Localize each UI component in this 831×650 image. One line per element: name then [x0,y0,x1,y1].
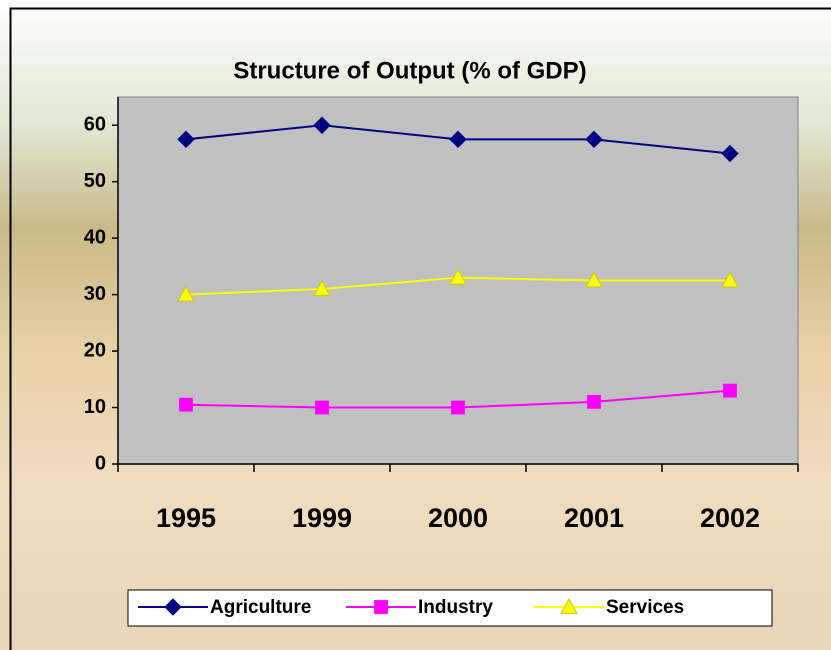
marker-square [724,384,737,397]
y-tick-label: 30 [84,283,106,305]
marker-square [316,401,329,414]
marker-square [452,401,465,414]
y-tick-label: 40 [84,226,106,248]
x-tick-label: 2002 [700,503,760,533]
x-tick-label: 2000 [428,503,488,533]
y-tick-label: 20 [84,339,106,361]
chart-title: Structure of Output (% of GDP) [233,57,586,84]
x-tick-label: 2001 [564,503,624,533]
y-tick-label: 10 [84,396,106,418]
legend-label: Industry [418,597,493,618]
marker-square [375,601,388,614]
y-tick-label: 60 [84,114,106,136]
y-tick-label: 0 [95,452,106,474]
chart: Structure of Output (% of GDP) 0 10 20 30 40… [0,0,831,650]
y-tick-label: 50 [84,170,106,192]
legend-label: Agriculture [210,597,311,618]
x-tick-label: 1995 [156,503,216,533]
marker-square [588,395,601,408]
page: Structure of Output (% of GDP) 0 10 20 30 40… [0,0,831,650]
marker-square [180,398,193,411]
x-tick-label: 1999 [292,503,352,533]
legend-label: Services [606,597,684,618]
